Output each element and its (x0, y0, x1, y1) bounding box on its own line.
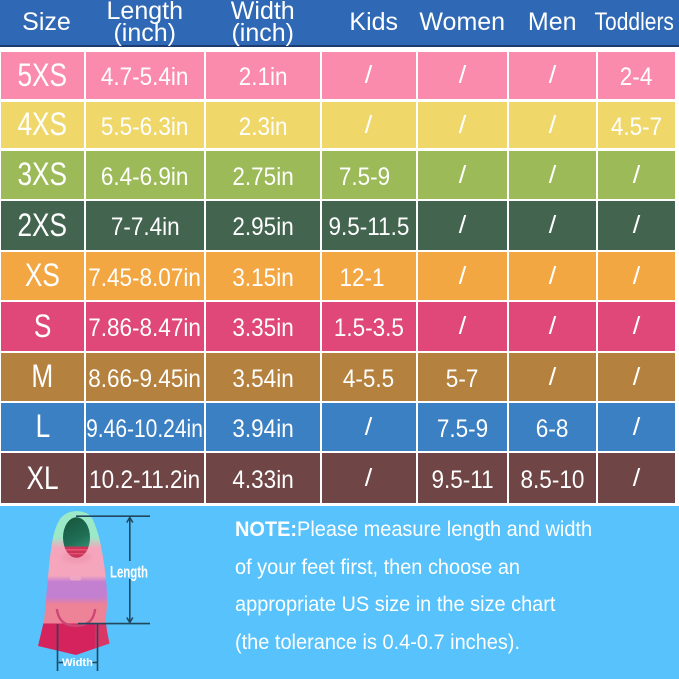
svg-text:Length: Length (110, 563, 148, 582)
svg-text:Width: Width (62, 657, 93, 669)
